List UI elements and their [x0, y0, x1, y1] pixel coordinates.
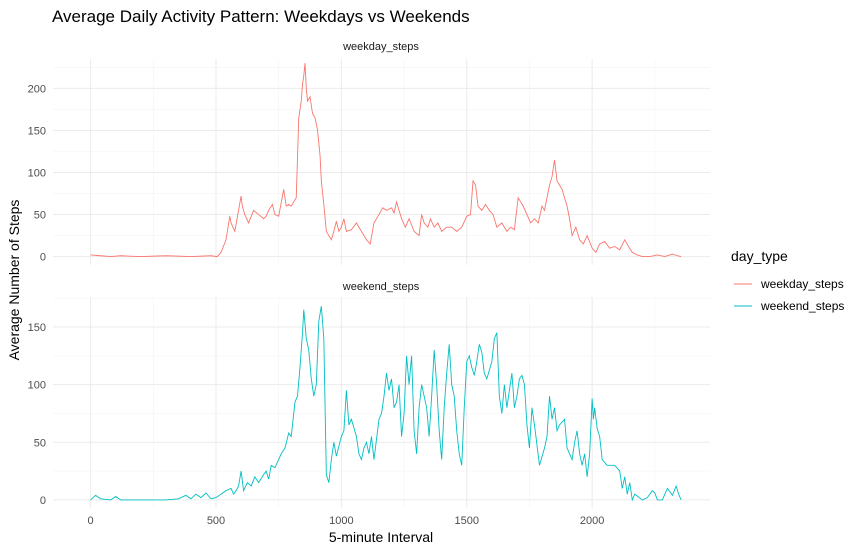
legend-item-weekday: weekday_steps [734, 277, 844, 291]
legend-item-weekend: weekend_steps [734, 299, 844, 313]
y-tick-label: 150 [28, 125, 46, 137]
panel-weekend: weekend_steps 0 50 100 150 [28, 281, 710, 508]
y-tick-label: 50 [34, 437, 46, 449]
x-tick-label: 1500 [455, 515, 479, 527]
panel-weekday: weekday_steps 0 50 100 150 200 [28, 41, 710, 265]
y-tick-label: 0 [40, 495, 46, 507]
grid-weekend [53, 297, 710, 508]
legend-label-weekend: weekend_steps [760, 299, 844, 313]
x-tick-label: 500 [207, 515, 225, 527]
x-tick-label: 1000 [329, 515, 353, 527]
legend-label-weekday: weekday_steps [760, 277, 844, 291]
x-tick-label: 0 [88, 515, 94, 527]
y-tick-label: 100 [28, 168, 46, 180]
x-tick-label: 2000 [580, 515, 604, 527]
strip-weekday: weekday_steps [342, 41, 419, 53]
y-ticks-weekend: 0 50 100 150 [28, 322, 46, 507]
strip-weekend: weekend_steps [342, 281, 420, 293]
y-tick-label: 50 [34, 210, 46, 222]
y-tick-label: 100 [28, 380, 46, 392]
chart-title: Average Daily Activity Pattern: Weekdays… [52, 7, 470, 26]
y-tick-label: 200 [28, 83, 46, 95]
x-axis-ticks: 0 500 1000 1500 2000 [88, 515, 605, 527]
legend-title: day_type [731, 248, 788, 264]
legend: day_type weekday_steps weekend_steps [731, 248, 844, 313]
y-tick-label: 150 [28, 322, 46, 334]
y-tick-label: 0 [40, 252, 46, 264]
series-line-weekend [90, 306, 682, 502]
x-axis-title: 5-minute Interval [329, 529, 433, 545]
y-axis-title: Average Number of Steps [6, 200, 22, 361]
y-ticks-weekday: 0 50 100 150 200 [28, 83, 46, 263]
grid-weekday [53, 59, 710, 265]
series-line-weekday [90, 63, 682, 258]
